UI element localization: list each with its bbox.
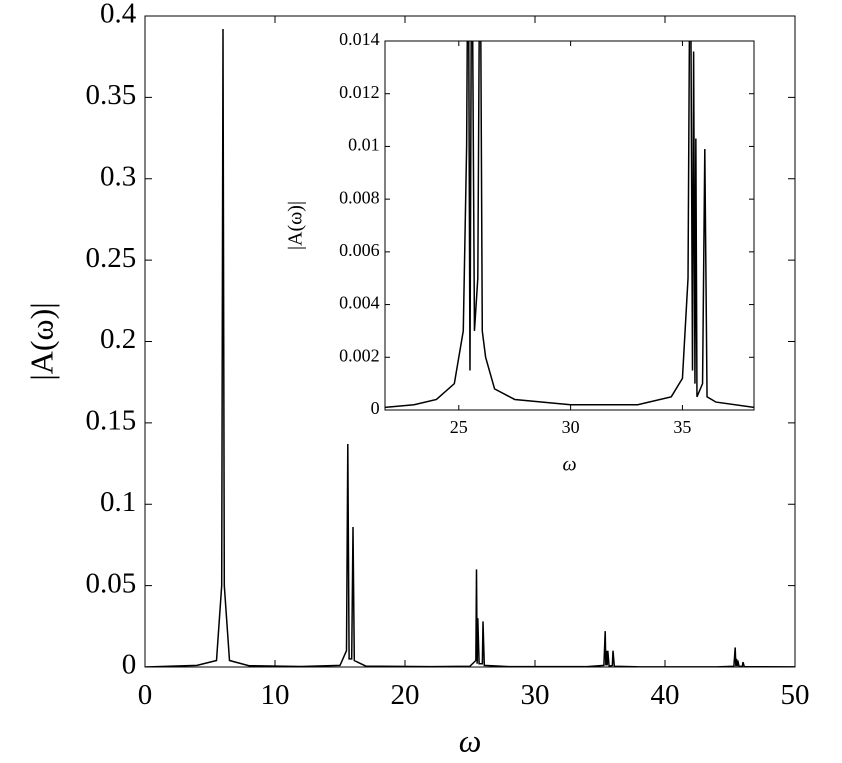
x-tick-label: 10: [261, 679, 290, 711]
axes-box: [384, 40, 755, 411]
y-tick-label: 0.014: [339, 29, 380, 49]
y-tick-label: 0: [122, 649, 137, 681]
x-tick-label: 30: [521, 679, 550, 711]
y-axis-label: |A(ω)|: [285, 201, 307, 250]
y-tick-label: 0.012: [339, 82, 380, 102]
y-tick-label: 0.3: [100, 160, 136, 192]
x-tick-label: 35: [673, 417, 691, 437]
y-tick-label: 0.002: [339, 345, 380, 365]
line-series: [385, 41, 754, 409]
inset-background: [385, 41, 754, 410]
y-tick-label: 0: [371, 398, 380, 418]
y-tick-label: 0.2: [100, 323, 136, 355]
y-tick-label: 0.01: [348, 135, 380, 155]
line-series: [145, 29, 795, 667]
x-axis-label: ω: [562, 454, 576, 476]
y-tick-label: 0.006: [339, 240, 380, 260]
axes: 0 10 20 30 40 50 0 0.05 0.1 0.15 0.2 0.25 0.3 0.35 0.4…: [23, 0, 809, 758]
x-tick-label: 30: [562, 417, 580, 437]
x-tick-label: 20: [391, 679, 420, 711]
y-tick-label: 0.1: [100, 486, 136, 518]
x-tick-label: 25: [450, 417, 468, 437]
y-tick-label: 0.35: [86, 79, 137, 111]
axes: 25 30 35 0 0.002 0.004 0.006 0.008 0.01 0.012 0.01…: [285, 29, 755, 476]
x-tick-label: 50: [781, 679, 810, 711]
y-tick-label: 0.15: [86, 405, 137, 437]
y-tick-label: 0.05: [86, 567, 137, 599]
y-tick-label: 0.4: [100, 0, 137, 30]
x-tick-label: 40: [651, 679, 680, 711]
x-tick-label: 0: [138, 679, 153, 711]
y-tick-label: 0.004: [339, 293, 380, 313]
x-axis-label: ω: [459, 722, 482, 758]
y-tick-label: 0.008: [339, 187, 380, 207]
y-axis-label: |A(ω)|: [23, 302, 59, 380]
y-tick-label: 0.25: [86, 242, 137, 274]
